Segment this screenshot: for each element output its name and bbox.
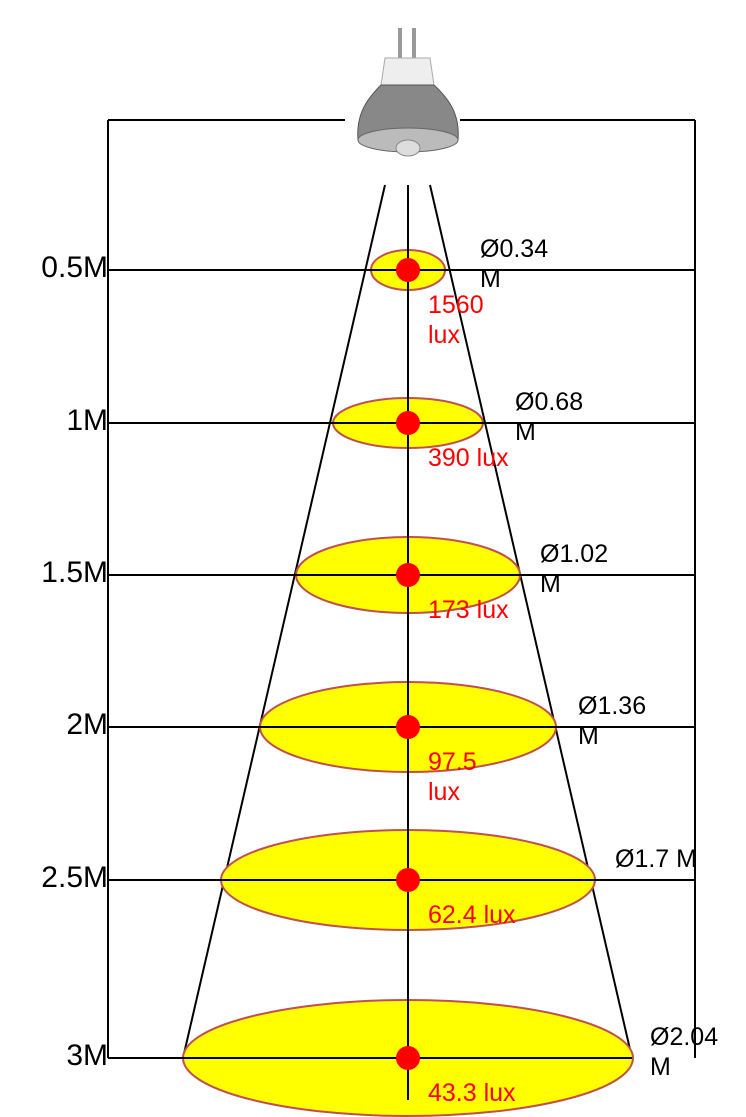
dots (396, 258, 420, 1070)
distance-label: 2.5M (41, 861, 108, 894)
center-dot (396, 1046, 420, 1070)
distance-label: 0.5M (41, 251, 108, 284)
pin (412, 28, 416, 58)
center-dot (396, 868, 420, 892)
lux-label: 1560 lux (428, 291, 484, 349)
center-dot (396, 563, 420, 587)
diameter-label: Ø2.04 M (650, 1023, 719, 1081)
lux-label: 390 lux (428, 444, 509, 472)
pin (398, 28, 402, 58)
distance-label: 1.5M (41, 556, 108, 589)
cone (182, 184, 633, 1059)
diameter-label: Ø0.68 M (515, 388, 584, 446)
cone-left (182, 184, 386, 1059)
cone-right (429, 184, 633, 1059)
bulb-base (380, 57, 435, 86)
bulb-led (395, 139, 421, 157)
diameter-label: Ø1.36 M (578, 692, 647, 750)
center-dot (396, 258, 420, 282)
bulb (345, 20, 460, 190)
distance-label: 1M (66, 404, 108, 437)
center-dot (396, 411, 420, 435)
center-dot (396, 715, 420, 739)
diameter-label: Ø0.34 M (480, 235, 549, 293)
lux-label: 97.5 lux (428, 748, 477, 806)
diameter-label: Ø1.02 M (540, 540, 609, 598)
distance-label: 3M (66, 1039, 108, 1072)
lux-label: 43.3 lux (428, 1079, 516, 1107)
diameter-label: Ø1.7 M (615, 845, 697, 873)
lux-label: 62.4 lux (428, 901, 516, 929)
distance-label: 2M (66, 708, 108, 741)
lux-label: 173 lux (428, 596, 509, 624)
